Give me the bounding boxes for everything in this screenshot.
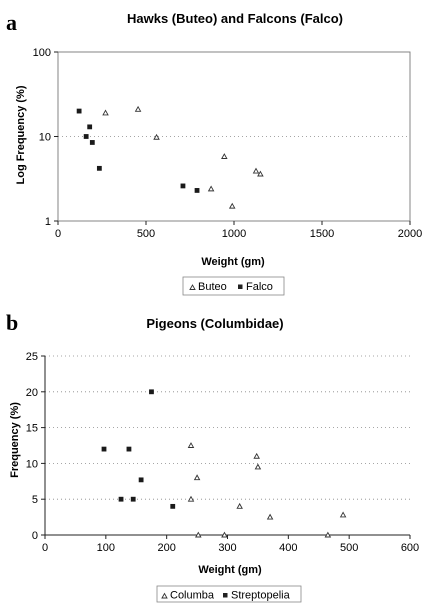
chart-b-x-tick-label: 500 [340, 542, 358, 554]
chart-b-x-tick-label: 600 [401, 542, 419, 554]
chart-b-point-streptopelia [126, 446, 132, 452]
chart-a-title: Hawks (Buteo) and Falcons (Falco) [127, 11, 343, 26]
chart-b-point-columba [339, 511, 347, 518]
chart-b-point-streptopelia [118, 496, 124, 502]
chart-b-xlabel: Weight (gm) [198, 564, 262, 576]
chart-a-point-buteo [252, 167, 260, 174]
chart-b-plot: 0 100 200 300 400 500 600 0 5 10 15 20 25 [26, 351, 419, 554]
chart-b-x-tick-label: 200 [157, 542, 175, 554]
chart-a-y-tick-label: 1 [45, 216, 51, 228]
chart-a-legend-falco-marker [238, 284, 243, 289]
chart-a-x-tick-label: 2000 [398, 228, 422, 240]
chart-b-legend: Columba Streptopelia [156, 585, 302, 603]
chart-a-y-tick-label: 10 [39, 132, 51, 144]
chart-b-legend-streptopelia: Streptopelia [231, 590, 291, 602]
chart-b-point-streptopelia [130, 496, 136, 502]
chart-a-y-tick-label: 100 [33, 47, 51, 59]
chart-b-x-tick-label: 0 [42, 542, 48, 554]
chart-a-legend-box [182, 276, 285, 296]
chart-b-y-tick-label: 10 [26, 458, 38, 470]
chart-a-point-falco [83, 134, 89, 139]
chart-b-y-tick-label: 20 [26, 387, 38, 399]
chart-b-point-streptopelia [170, 503, 176, 509]
chart-b-point-streptopelia [101, 446, 107, 452]
chart-a-point-buteo [221, 153, 228, 159]
chart-a-point-buteo [207, 185, 215, 192]
chart-a-x-tick-label: 1500 [310, 228, 334, 240]
chart-a-legend-buteo: Buteo [198, 281, 227, 293]
chart-a-legend-buteo-marker [189, 284, 196, 290]
chart-b-y-tick-label: 15 [26, 423, 38, 435]
chart-b-y-tick-label: 25 [26, 351, 38, 363]
chart-b-legend-columba: Columba [170, 590, 215, 602]
chart-a-point-buteo [257, 170, 264, 177]
chart-b-x-tick-label: 300 [218, 542, 236, 554]
chart-b-ylabel: Frequency (%) [9, 402, 21, 478]
chart-a-point-buteo [102, 109, 109, 116]
chart-a-ylabel: Log Frequency (%) [15, 85, 27, 184]
chart-b-legend-columba-marker [161, 592, 168, 599]
chart-b-point-columba [324, 531, 332, 538]
chart-a-point-falco [194, 188, 200, 193]
chart-b-point-columba [195, 531, 202, 538]
chart-b-x-tick-label: 400 [279, 542, 297, 554]
chart-a-xlabel: Weight (gm) [201, 256, 265, 268]
chart-a-point-falco [89, 140, 95, 145]
chart-a-legend-falco: Falco [246, 281, 273, 293]
chart-b-point-streptopelia [138, 477, 144, 483]
chart-b-point-streptopelia [149, 389, 154, 395]
chart-b-x-tick-label: 100 [97, 542, 115, 554]
chart-b-title: Pigeons (Columbidae) [146, 316, 283, 331]
chart-b-point-columba [193, 474, 201, 481]
chart-a-legend: Buteo Falco [182, 276, 285, 296]
panel-letter-a: a [6, 10, 17, 35]
chart-a-plot: 0 500 1000 1500 2000 1 10 100 [33, 47, 423, 240]
chart-b-point-columba [253, 452, 260, 459]
chart-a-point-falco [180, 183, 186, 189]
chart-b-point-columba [236, 502, 243, 509]
chart-b-point-columba [187, 442, 195, 448]
chart-a-x-tick-label: 500 [137, 228, 155, 240]
chart-a-x-tick-label: 0 [55, 228, 61, 240]
chart-a-x-tick-label: 1000 [222, 228, 246, 240]
chart-b-point-columba [266, 513, 274, 520]
chart-a-point-falco [76, 108, 82, 114]
panel-letter-b: b [6, 310, 18, 335]
chart-b-point-columba [187, 495, 195, 502]
chart-b-y-tick-label: 5 [32, 494, 38, 506]
chart-a-point-falco [87, 124, 93, 130]
chart-a-point-buteo [153, 133, 160, 140]
chart-a-point-buteo [134, 105, 142, 112]
chart-b-legend-box [156, 585, 302, 603]
chart-b-point-columba [221, 531, 228, 538]
chart-a-point-buteo [228, 202, 236, 209]
chart-a-point-falco [96, 165, 102, 171]
chart-b-legend-streptopelia-marker [223, 593, 228, 598]
chart-b-point-columba [254, 463, 262, 470]
chart-b-y-tick-label: 0 [32, 530, 38, 542]
